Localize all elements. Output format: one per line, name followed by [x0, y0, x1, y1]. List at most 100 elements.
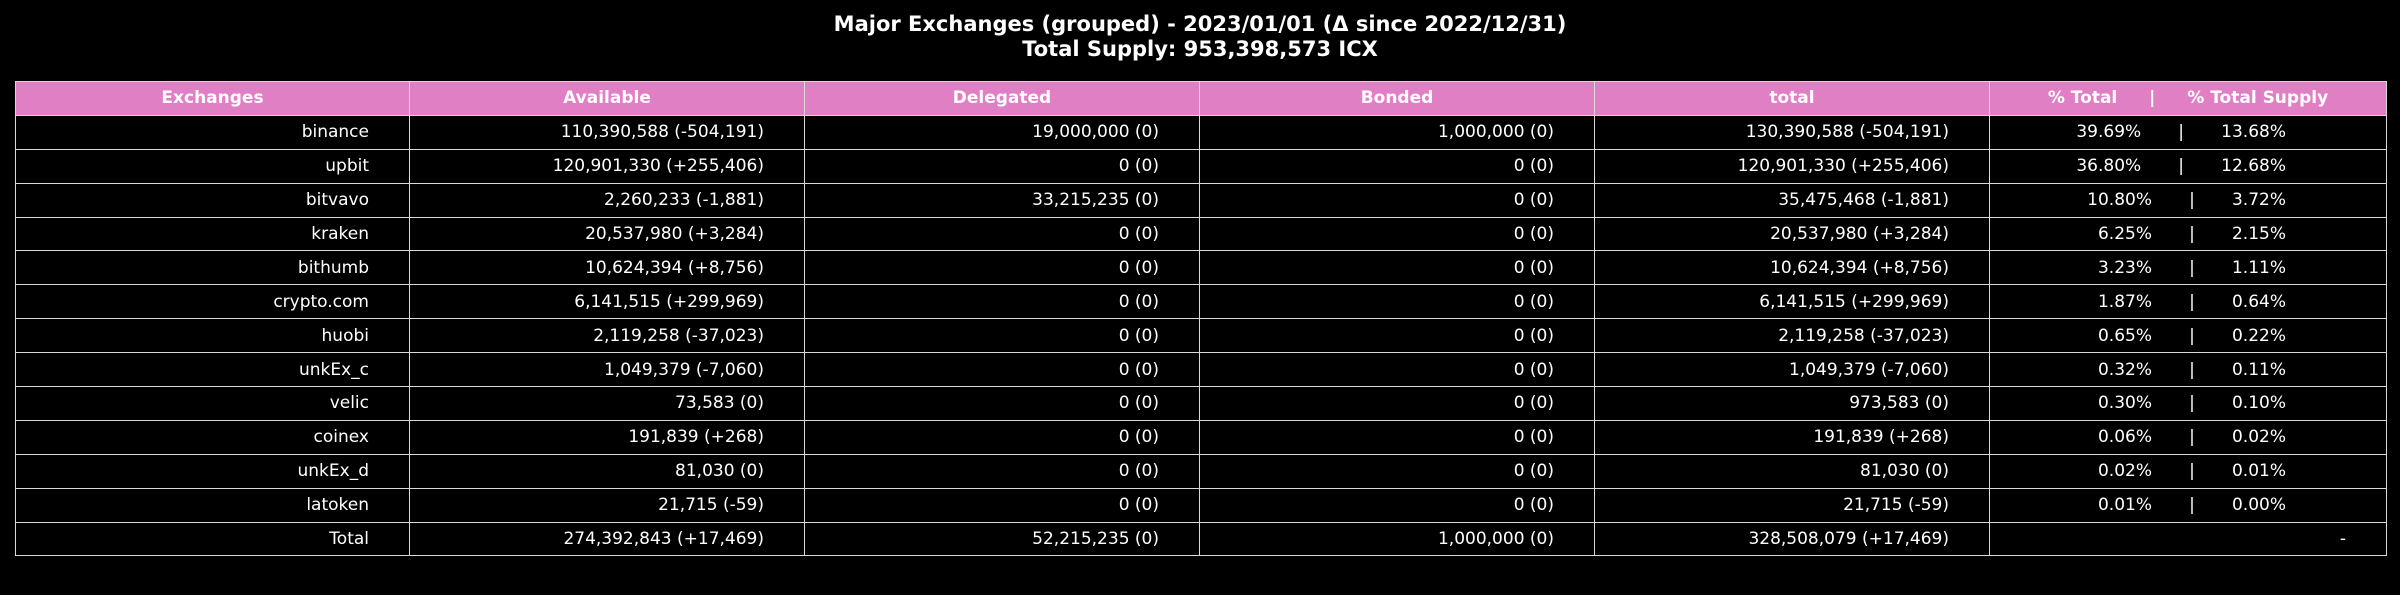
- pct-supply-value: 1.11%: [2231, 257, 2286, 278]
- exchange-name-cell: huobi: [15, 318, 410, 354]
- delegated-cell: 52,215,235 (0): [804, 521, 1200, 557]
- available-cell: 110,390,588 (-504,191): [409, 114, 805, 150]
- total-cell: 130,390,588 (-504,191): [1594, 114, 1990, 150]
- available-cell: 6,141,515 (+299,969): [409, 284, 805, 320]
- pct-total-value: 39.69%: [2076, 122, 2142, 143]
- pct-cell: 0.01% | 0.00%: [1989, 487, 2387, 523]
- pct-cell: 0.65% | 0.22%: [1989, 318, 2387, 354]
- pct-supply-value: 0.10%: [2231, 393, 2286, 414]
- exchanges-table: Exchanges Available Delegated Bonded tot…: [15, 81, 2387, 557]
- pct-supply-value: 0.02%: [2231, 427, 2286, 448]
- available-cell: 120,901,330 (+255,406): [409, 148, 805, 184]
- pct-total-header: % Total: [2047, 88, 2118, 109]
- pct-cell: 0.02% | 0.01%: [1989, 453, 2387, 489]
- pct-total-value: 6.25%: [2097, 224, 2152, 244]
- pct-separator: |: [2189, 190, 2195, 211]
- pct-separator: |: [2189, 257, 2195, 278]
- pct-cell: 3.23% | 1.11%: [1989, 250, 2387, 286]
- chart-title: Major Exchanges (grouped) - 2023/01/01 (…: [0, 12, 2400, 62]
- pct-separator: |: [2178, 122, 2185, 143]
- table-row: coinex 191,839 (+268) 0 (0) 0 (0) 191,839 (+…: [15, 419, 2387, 455]
- pct-cell: 0.32% | 0.11%: [1989, 352, 2387, 388]
- bonded-cell: 0 (0): [1199, 453, 1595, 489]
- pct-supply-value: 0.11%: [2231, 359, 2286, 380]
- exchange-name-cell: Total: [15, 521, 410, 557]
- pct-supply-value: 3.72%: [2231, 190, 2286, 211]
- available-cell: 10,624,394 (+8,756): [409, 250, 805, 286]
- available-cell: 73,583 (0): [409, 386, 805, 421]
- available-cell: 81,030 (0): [409, 453, 805, 489]
- bonded-cell: 0 (0): [1199, 182, 1595, 218]
- delegated-cell: 0 (0): [804, 318, 1200, 354]
- exchange-name-cell: kraken: [15, 216, 410, 252]
- pct-cell: -: [1989, 521, 2387, 557]
- bonded-cell: 0 (0): [1199, 487, 1595, 523]
- pct-separator: |: [2189, 291, 2195, 312]
- pct-separator: |: [2189, 427, 2195, 448]
- pct-separator: |: [2189, 224, 2195, 244]
- pct-supply-value: 0.00%: [2231, 495, 2286, 516]
- exchange-name-cell: velic: [15, 386, 410, 421]
- pct-total-value: 1.87%: [2097, 291, 2152, 312]
- delegated-cell: 0 (0): [804, 216, 1200, 252]
- pct-separator: |: [2189, 359, 2195, 380]
- pct-supply-value: 0.64%: [2231, 291, 2286, 312]
- available-cell: 21,715 (-59): [409, 487, 805, 523]
- pct-cell: 6.25% | 2.15%: [1989, 216, 2387, 252]
- total-cell: 20,537,980 (+3,284): [1594, 216, 1990, 252]
- bonded-cell: 1,000,000 (0): [1199, 114, 1595, 150]
- pct-separator: |: [2189, 461, 2195, 482]
- pct-supply-value: 0.22%: [2231, 325, 2286, 346]
- delegated-cell: 0 (0): [804, 250, 1200, 286]
- total-cell: 35,475,468 (-1,881): [1594, 182, 1990, 218]
- pct-cell: 0.30% | 0.10%: [1989, 386, 2387, 421]
- pct-cell: 1.87% | 0.64%: [1989, 284, 2387, 320]
- column-header-pct: % Total | % Total Supply: [1989, 81, 2387, 116]
- pct-supply-value: 2.15%: [2231, 224, 2286, 244]
- bonded-cell: 0 (0): [1199, 419, 1595, 455]
- column-header: Available: [409, 81, 805, 116]
- column-header: Bonded: [1199, 81, 1595, 116]
- delegated-cell: 0 (0): [804, 386, 1200, 421]
- bonded-cell: 0 (0): [1199, 386, 1595, 421]
- table-row: upbit 120,901,330 (+255,406) 0 (0) 0 (0) 120…: [15, 148, 2387, 184]
- total-cell: 1,049,379 (-7,060): [1594, 352, 1990, 388]
- table-body: binance 110,390,588 (-504,191) 19,000,000 …: [15, 114, 2387, 557]
- delegated-cell: 0 (0): [804, 148, 1200, 184]
- exchange-name-cell: bithumb: [15, 250, 410, 286]
- exchange-name-cell: coinex: [15, 419, 410, 455]
- exchange-name-cell: binance: [15, 114, 410, 150]
- pct-total-value: 3.23%: [2097, 257, 2152, 278]
- exchange-name-cell: unkEx_c: [15, 352, 410, 388]
- available-cell: 2,260,233 (-1,881): [409, 182, 805, 218]
- available-cell: 2,119,258 (-37,023): [409, 318, 805, 354]
- pct-total-value: 0.06%: [2097, 427, 2152, 448]
- column-header: total: [1594, 81, 1990, 116]
- header-row: Exchanges Available Delegated Bonded tot…: [15, 81, 2387, 116]
- pct-total-value: 0.01%: [2097, 495, 2152, 516]
- bonded-cell: 0 (0): [1199, 284, 1595, 320]
- exchange-name-cell: unkEx_d: [15, 453, 410, 489]
- total-cell: 6,141,515 (+299,969): [1594, 284, 1990, 320]
- pct-header-separator: |: [2149, 88, 2156, 109]
- pct-cell: 36.80% | 12.68%: [1989, 148, 2387, 184]
- delegated-cell: 0 (0): [804, 419, 1200, 455]
- total-cell: 120,901,330 (+255,406): [1594, 148, 1990, 184]
- exchange-name-cell: latoken: [15, 487, 410, 523]
- delegated-cell: 0 (0): [804, 284, 1200, 320]
- table-row: crypto.com 6,141,515 (+299,969) 0 (0) 0 (0)…: [15, 284, 2387, 320]
- pct-supply-header: % Total Supply: [2187, 88, 2329, 109]
- table-row: unkEx_d 81,030 (0) 0 (0) 0 (0) 81,030 (0) 0.0…: [15, 453, 2387, 489]
- total-cell: 2,119,258 (-37,023): [1594, 318, 1990, 354]
- table-row: latoken 21,715 (-59) 0 (0) 0 (0) 21,715 (-59…: [15, 487, 2387, 523]
- bonded-cell: 0 (0): [1199, 216, 1595, 252]
- exchange-name-cell: upbit: [15, 148, 410, 184]
- title-line-1: Major Exchanges (grouped) - 2023/01/01 (…: [833, 12, 1567, 36]
- delegated-cell: 0 (0): [804, 487, 1200, 523]
- total-row: Total 274,392,843 (+17,469) 52,215,235 (0)…: [15, 521, 2387, 557]
- total-cell: 10,624,394 (+8,756): [1594, 250, 1990, 286]
- total-cell: 21,715 (-59): [1594, 487, 1990, 523]
- delegated-cell: 0 (0): [804, 453, 1200, 489]
- pct-supply-value: 12.68%: [2221, 156, 2286, 177]
- pct-total-value: 0.65%: [2097, 325, 2152, 346]
